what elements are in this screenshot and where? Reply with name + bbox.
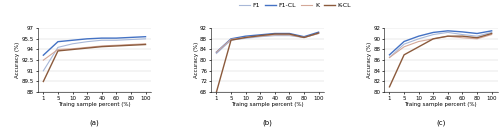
Y-axis label: Accuracy (%): Accuracy (%) <box>16 42 20 78</box>
Y-axis label: Accuracy (%): Accuracy (%) <box>194 42 198 78</box>
Y-axis label: Accuracy (%): Accuracy (%) <box>367 42 372 78</box>
Title: (b): (b) <box>262 120 272 126</box>
Legend: F1, F1-CL, K, K-CL: F1, F1-CL, K, K-CL <box>236 1 354 11</box>
X-axis label: Traing sample percent (%): Traing sample percent (%) <box>58 102 130 107</box>
Title: (a): (a) <box>90 120 100 126</box>
Title: (c): (c) <box>436 120 446 126</box>
X-axis label: Traing sample percent (%): Traing sample percent (%) <box>404 102 477 107</box>
X-axis label: Traing sample percent (%): Traing sample percent (%) <box>231 102 304 107</box>
